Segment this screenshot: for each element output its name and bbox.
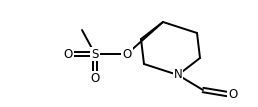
Text: O: O — [228, 88, 238, 102]
Text: O: O — [90, 71, 100, 85]
Text: O: O — [122, 48, 132, 60]
Text: O: O — [63, 48, 72, 60]
Text: N: N — [174, 68, 182, 82]
Text: S: S — [91, 48, 99, 60]
